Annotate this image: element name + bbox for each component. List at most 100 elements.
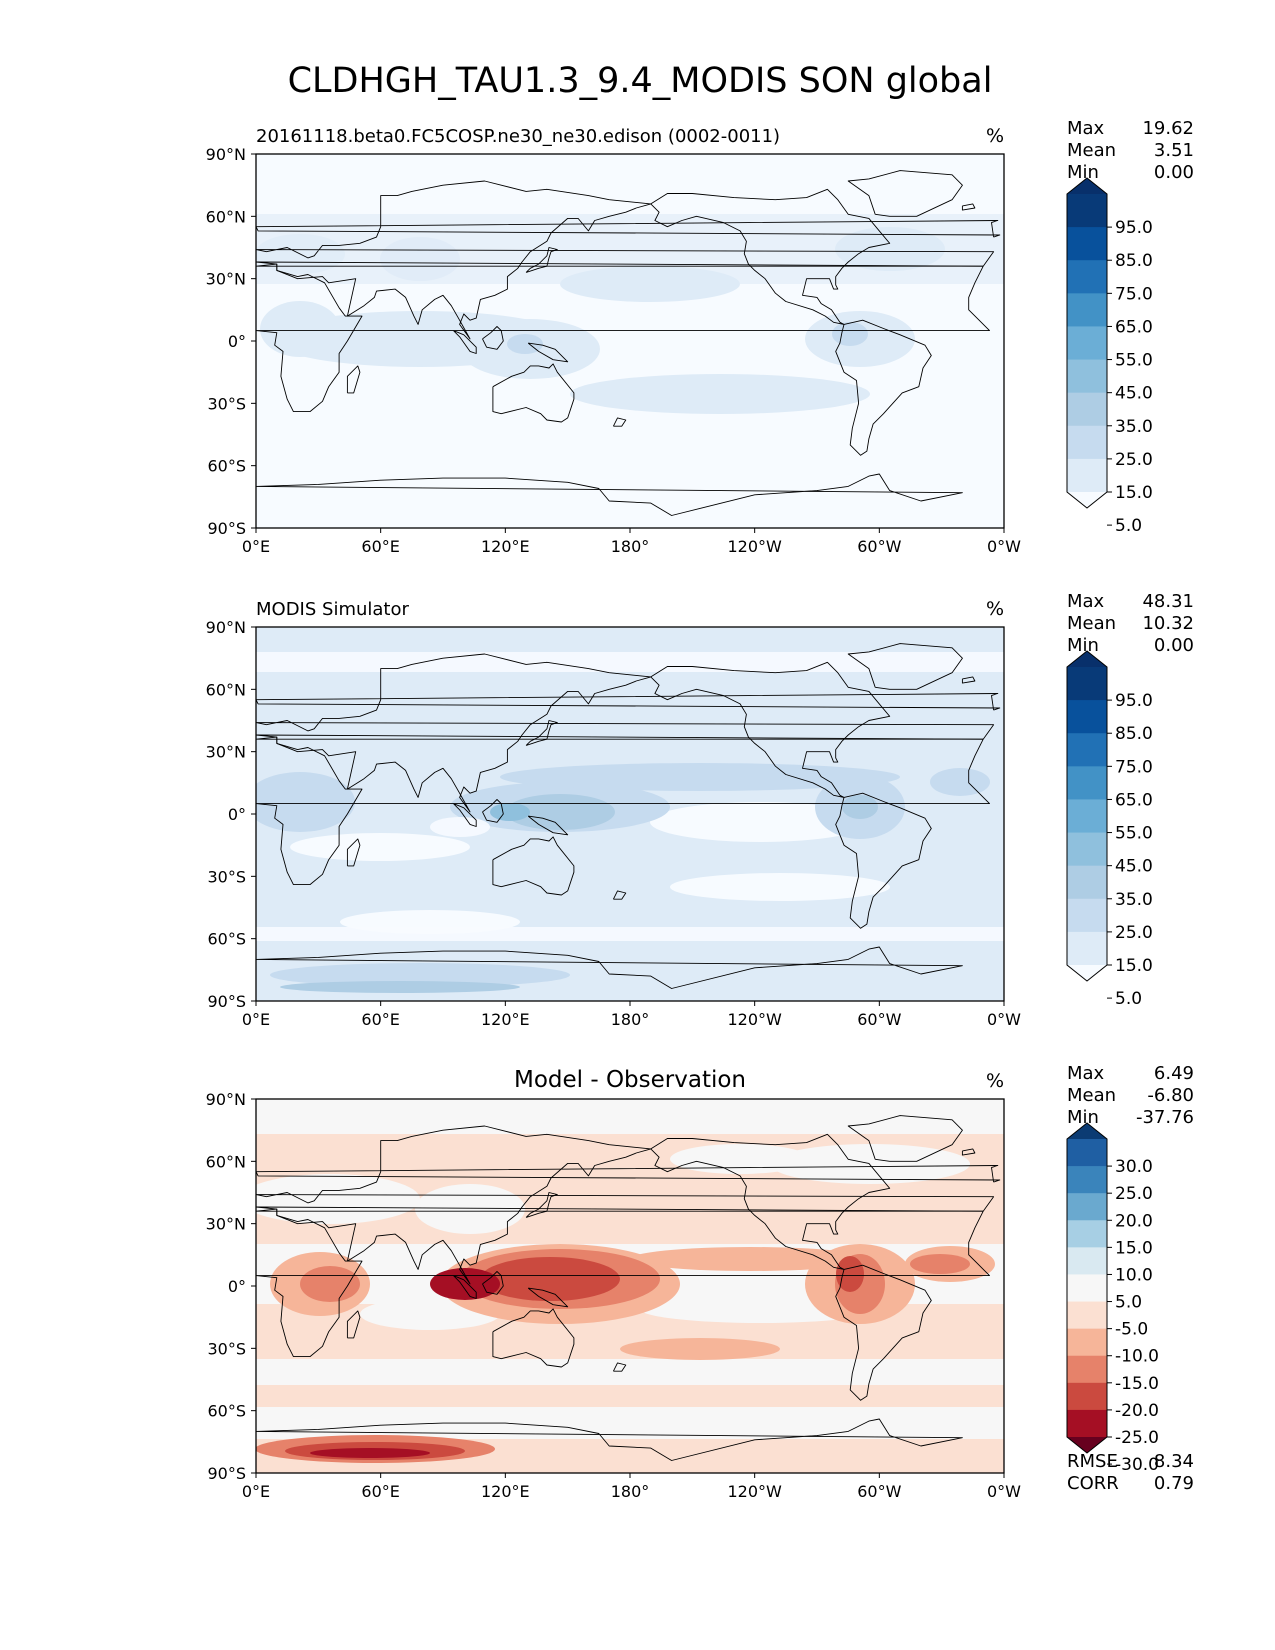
colorbar-swatch (1067, 293, 1107, 327)
colorbar-swatch (1067, 425, 1107, 460)
lat-tick-label: 0° (228, 332, 246, 351)
stat-label: RMSE (1067, 1451, 1118, 1472)
lon-tick-label: 120°E (481, 1482, 530, 1501)
lat-tick-label: 60°S (207, 1402, 246, 1421)
colorbar-min-extend (1067, 965, 1107, 981)
lat-tick-label: 90°S (207, 992, 246, 1011)
colorbar-swatch (1067, 392, 1107, 427)
colorbar-swatch (1067, 260, 1107, 294)
test-left-title: 20161118.beta0.FC5COSP.ne30_ne30.edison … (256, 126, 780, 147)
lat-tick-label: 60°N (206, 207, 246, 226)
lon-tick-label: 180° (611, 1482, 650, 1501)
colorbar-swatch (1067, 194, 1107, 228)
colorbar-tick-label: -25.0 (1115, 1428, 1159, 1448)
colorbar-tick-label: 25.0 (1115, 1184, 1153, 1204)
diff-center-title: Model - Observation (514, 1067, 746, 1093)
stat-value: 0.79 (1154, 1473, 1194, 1494)
colorbar-tick-label: 5.0 (1115, 989, 1142, 1009)
colorbar-swatch (1067, 1328, 1107, 1357)
colorbar-swatch (1067, 898, 1107, 933)
colorbar-tick-label: 75.0 (1115, 284, 1153, 304)
stat-label: Mean (1067, 1085, 1116, 1106)
lon-tick-label: 60°W (857, 537, 901, 556)
lat-tick-label: 60°N (206, 680, 246, 699)
colorbar-swatch (1067, 766, 1107, 800)
reference-map-field (256, 627, 1004, 1001)
colorbar-swatch (1067, 359, 1107, 394)
panel-test: 90°N 60°N 30°N 0° 30°S 60°S 90°S0°E 60°E 120°E 18… (206, 118, 1194, 556)
colorbar-tick-label: 20.0 (1115, 1211, 1153, 1231)
test-units: % (986, 125, 1004, 147)
lon-tick-label: 0°W (987, 1010, 1021, 1029)
stat-value: 8.34 (1154, 1451, 1194, 1472)
colorbar-swatch (1067, 1193, 1107, 1221)
lat-tick-label: 30°N (206, 270, 246, 289)
stat-label: Max (1067, 591, 1105, 612)
lon-tick-label: 0°W (987, 537, 1021, 556)
colorbar-swatch (1067, 832, 1107, 867)
lon-tick-label: 60°E (361, 1482, 399, 1501)
diff-map-field (256, 1099, 1004, 1473)
colorbar-tick-label: 5.0 (1115, 516, 1142, 536)
colorbar-tick-label: 15.0 (1115, 483, 1153, 503)
lat-tick-label: 0° (228, 1277, 246, 1296)
reference-colorbar: 95.0 85.0 75.0 65.0 55.0 45.0 35.0 25.0 15.0 5.0 (1066, 650, 1153, 1009)
colorbar-swatch (1067, 733, 1107, 767)
stat-label: Min (1067, 635, 1099, 656)
lat-tick-label: 90°S (207, 1464, 246, 1483)
lat-tick-label: 30°S (207, 394, 246, 413)
stat-value: 3.51 (1154, 140, 1194, 161)
stat-label: Min (1067, 162, 1099, 183)
colorbar-tick-label: 45.0 (1115, 857, 1153, 877)
stat-value: -6.80 (1147, 1085, 1194, 1106)
colorbar-swatch (1067, 1409, 1107, 1438)
colorbar-swatch (1067, 326, 1107, 361)
colorbar-tick-label: -10.0 (1115, 1347, 1159, 1367)
stat-value: 19.62 (1142, 118, 1194, 139)
stat-label: Max (1067, 1063, 1105, 1084)
colorbar-swatch (1067, 1220, 1107, 1248)
colorbar-tick-label: 15.0 (1115, 1238, 1153, 1258)
colorbar-swatch (1067, 865, 1107, 900)
lon-tick-label: 180° (611, 1010, 650, 1029)
colorbar-min-extend (1067, 1437, 1107, 1453)
lat-tick-label: 60°S (207, 930, 246, 949)
lat-tick-label: 90°N (206, 1090, 246, 1109)
colorbar-tick-label: -20.0 (1115, 1401, 1159, 1421)
lon-tick-label: 120°W (727, 537, 782, 556)
colorbar-tick-label: 55.0 (1115, 351, 1153, 371)
panels: 90°N60°N30°N0°30°S60°S90°S0°E 60°E 120°E 18… (206, 118, 1194, 1501)
stat-value: 0.00 (1154, 635, 1194, 656)
lat-tick-label: 90°S (207, 519, 246, 538)
lon-tick-label: 60°E (361, 537, 399, 556)
colorbar-swatch (1067, 1274, 1107, 1303)
colorbar-tick-label: 85.0 (1115, 724, 1153, 744)
stat-value: 6.49 (1154, 1063, 1194, 1084)
lon-tick-label: 60°E (361, 1010, 399, 1029)
figure-title: CLDHGH_TAU1.3_9.4_MODIS SON global (288, 61, 993, 101)
lon-tick-label: 0°E (242, 1010, 270, 1029)
lat-tick-label: 60°N (206, 1152, 246, 1171)
colorbar-tick-label: 65.0 (1115, 790, 1153, 810)
stat-value: -37.76 (1136, 1107, 1194, 1128)
lon-tick-label: 0°E (242, 1482, 270, 1501)
lon-tick-label: 0°E (242, 537, 270, 556)
lon-tick-label: 60°W (857, 1010, 901, 1029)
colorbar-tick-label: 10.0 (1115, 1265, 1153, 1285)
colorbar-swatch (1067, 931, 1107, 966)
lon-tick-label: 120°E (481, 1010, 530, 1029)
colorbar-tick-label: -15.0 (1115, 1374, 1159, 1394)
colorbar-swatch (1067, 1139, 1107, 1167)
colorbar-tick-label: 85.0 (1115, 251, 1153, 271)
colorbar-swatch (1067, 1382, 1107, 1411)
lat-tick-label: 30°S (207, 867, 246, 886)
panel-reference: 90°N 60°N 30°N 0° 30°S 60°S 90°S0°E 60°E 120°E 18… (206, 591, 1194, 1029)
colorbar-min-extend (1067, 492, 1107, 508)
colorbar-tick-label: 30.0 (1115, 1157, 1153, 1177)
stat-label: Min (1067, 1107, 1099, 1128)
test-colorbar: 95.0 85.0 75.0 65.0 55.0 45.0 35.0 25.0 15.0 5.0 (1066, 177, 1153, 536)
colorbar-tick-label: 55.0 (1115, 824, 1153, 844)
colorbar-tick-label: 15.0 (1115, 956, 1153, 976)
colorbar-swatch (1067, 1247, 1107, 1275)
lat-tick-label: 30°S (207, 1339, 246, 1358)
